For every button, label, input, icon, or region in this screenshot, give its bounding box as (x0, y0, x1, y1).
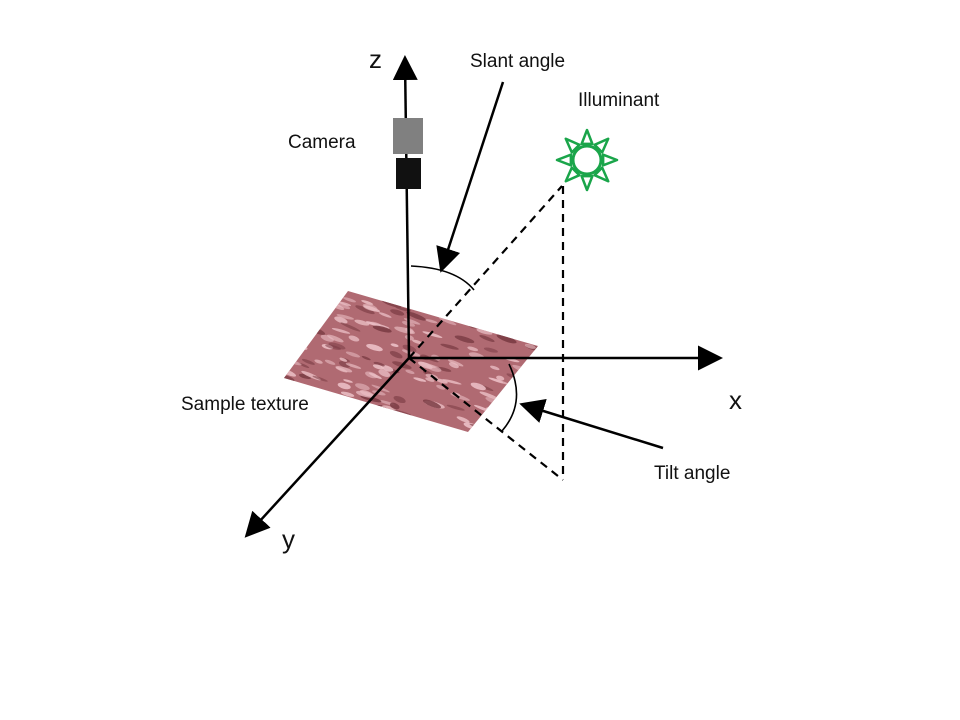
z-axis-label: z (369, 44, 382, 74)
y-axis-label: y (282, 524, 295, 554)
camera-icon (393, 118, 423, 189)
sun-icon (555, 128, 619, 192)
slant-angle-label: Slant angle (470, 51, 566, 72)
tilt-angle-label: Tilt angle (654, 463, 731, 484)
z-axis (392, 55, 418, 359)
tilt-angle-arc (501, 363, 518, 432)
x-axis-label: x (729, 385, 742, 415)
sample-texture-label: Sample texture (181, 394, 309, 415)
sample-texture-patch (284, 291, 538, 432)
illuminant-label: Illuminant (578, 90, 660, 111)
illuminant-direction-line (408, 185, 563, 359)
slant-angle-arc (410, 265, 475, 291)
ground-projection-line (408, 357, 564, 481)
y-axis (244, 357, 410, 538)
tilt-angle-pointer (519, 398, 664, 450)
slant-angle-pointer (436, 81, 505, 273)
camera-label: Camera (288, 132, 356, 153)
